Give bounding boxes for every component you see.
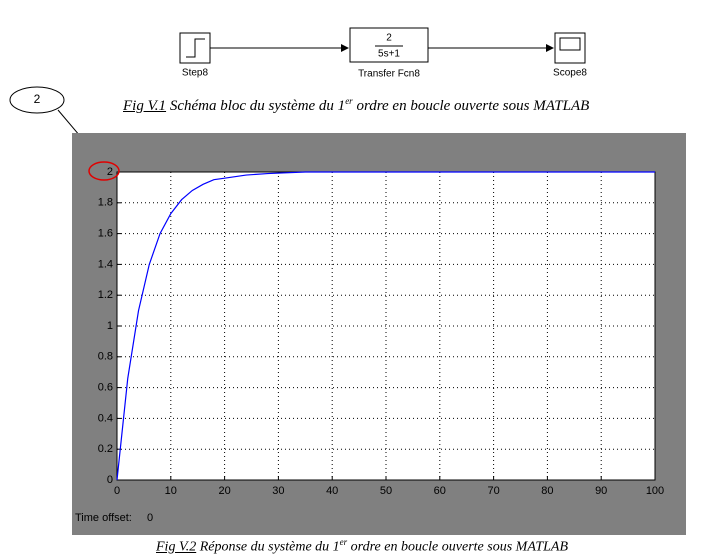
x-tick-label: 10	[165, 485, 177, 497]
caption: Fig V.1 Schéma bloc du système du 1er or…	[123, 96, 589, 115]
x-tick-label: 0	[114, 485, 120, 497]
x-tick-label: 70	[487, 485, 499, 497]
y-tick-label: 0.4	[98, 412, 113, 424]
step-block	[179, 32, 211, 64]
x-tick-label: 20	[218, 485, 230, 497]
caption-text: Réponse du système du 1	[199, 539, 340, 555]
y-tick-label: 1.2	[98, 289, 113, 301]
x-tick-label: 60	[434, 485, 446, 497]
caption-label: Fig V.1	[123, 98, 167, 114]
y-tick-label: 0.8	[98, 351, 113, 363]
caption-sup: er	[345, 96, 353, 106]
scope-block	[554, 32, 586, 64]
highlight-ellipse	[88, 161, 120, 181]
denominator: 5s+1	[378, 49, 400, 60]
caption-text: Schéma bloc du système du 1	[169, 98, 346, 114]
x-tick-label: 50	[380, 485, 392, 497]
y-tick-label: 1	[107, 320, 113, 332]
block-label: Step8	[182, 68, 209, 79]
x-tick-label: 30	[272, 485, 284, 497]
y-tick-label: 0.2	[98, 443, 113, 455]
block-label: Transfer Fcn8	[358, 69, 420, 80]
y-tick-label: 1.8	[98, 197, 113, 209]
x-tick-label: 40	[326, 485, 338, 497]
footer-value: 0	[147, 512, 153, 524]
callout-ellipse	[9, 86, 65, 114]
y-tick-label: 1.4	[98, 258, 113, 270]
callout-text: 2	[34, 92, 41, 106]
y-tick-label: 0	[107, 474, 113, 486]
x-tick-label: 100	[646, 485, 664, 497]
y-tick-label: 2	[107, 166, 113, 178]
plot: 00.20.40.60.811.21.41.61.820 10 20 30 40 50 60…	[75, 166, 664, 524]
x-tick-label: 80	[541, 485, 553, 497]
block-label: Scope8	[553, 68, 587, 79]
y-tick-label: 1.6	[98, 228, 113, 240]
y-tick-label: 0.6	[98, 382, 113, 394]
caption-sup: er	[339, 537, 348, 547]
caption-text: ordre en boucle ouverte sous MATLAB	[356, 98, 590, 114]
caption-text: ordre en boucle ouverte sous MATLAB	[350, 539, 569, 555]
numerator: 2	[386, 33, 392, 44]
caption: Fig V.2 Réponse du système du 1er ordre …	[156, 537, 568, 556]
transfer-block	[349, 27, 429, 63]
data-line	[116, 171, 655, 481]
footer-label: Time offset:	[75, 512, 132, 524]
caption-label: Fig V.2	[156, 539, 197, 555]
x-tick-label: 90	[595, 485, 607, 497]
